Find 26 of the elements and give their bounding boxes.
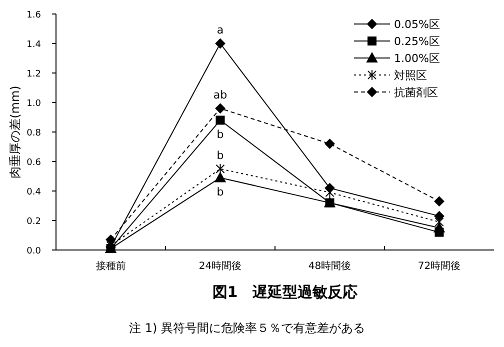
legend-label: 対照区 bbox=[394, 69, 427, 82]
y-tick-label: 1.6 bbox=[26, 10, 42, 20]
y-tick-label: 0.6 bbox=[26, 158, 42, 168]
y-tick-label: 1.0 bbox=[26, 99, 42, 109]
y-tick-label: 0.8 bbox=[26, 128, 42, 138]
annotation: b bbox=[216, 148, 224, 162]
y-tick-label: 1.4 bbox=[26, 40, 42, 50]
legend-label: 0.25%区 bbox=[394, 35, 440, 48]
annotation: b bbox=[216, 128, 224, 142]
text: 注 1) 異符号間に危険率５％で有意差がある bbox=[129, 321, 365, 335]
x-tick-label: 接種前 bbox=[96, 260, 126, 272]
legend-label: 1.00%区 bbox=[394, 52, 440, 65]
y-tick-label: 0.0 bbox=[26, 246, 42, 256]
y-tick-label: 0.4 bbox=[26, 188, 42, 198]
x-tick-label: 24時間後 bbox=[198, 260, 242, 272]
annotation: b bbox=[216, 186, 224, 199]
legend-label: 抗菌剤区 bbox=[394, 86, 438, 99]
x-tick-label: 72時間後 bbox=[418, 260, 461, 272]
y-axis-title: 肉垂厚の差(mm) bbox=[8, 86, 22, 178]
annotation: a bbox=[216, 24, 224, 36]
x-tick-label: 48時間後 bbox=[308, 260, 352, 272]
text: 図1 遅延型過敏反応 bbox=[212, 283, 358, 301]
y-tick-label: 1.2 bbox=[26, 70, 41, 80]
annotation: ab bbox=[213, 88, 228, 102]
y-tick-label: 0.2 bbox=[26, 217, 41, 227]
legend-label: 0.05%区 bbox=[394, 18, 440, 31]
